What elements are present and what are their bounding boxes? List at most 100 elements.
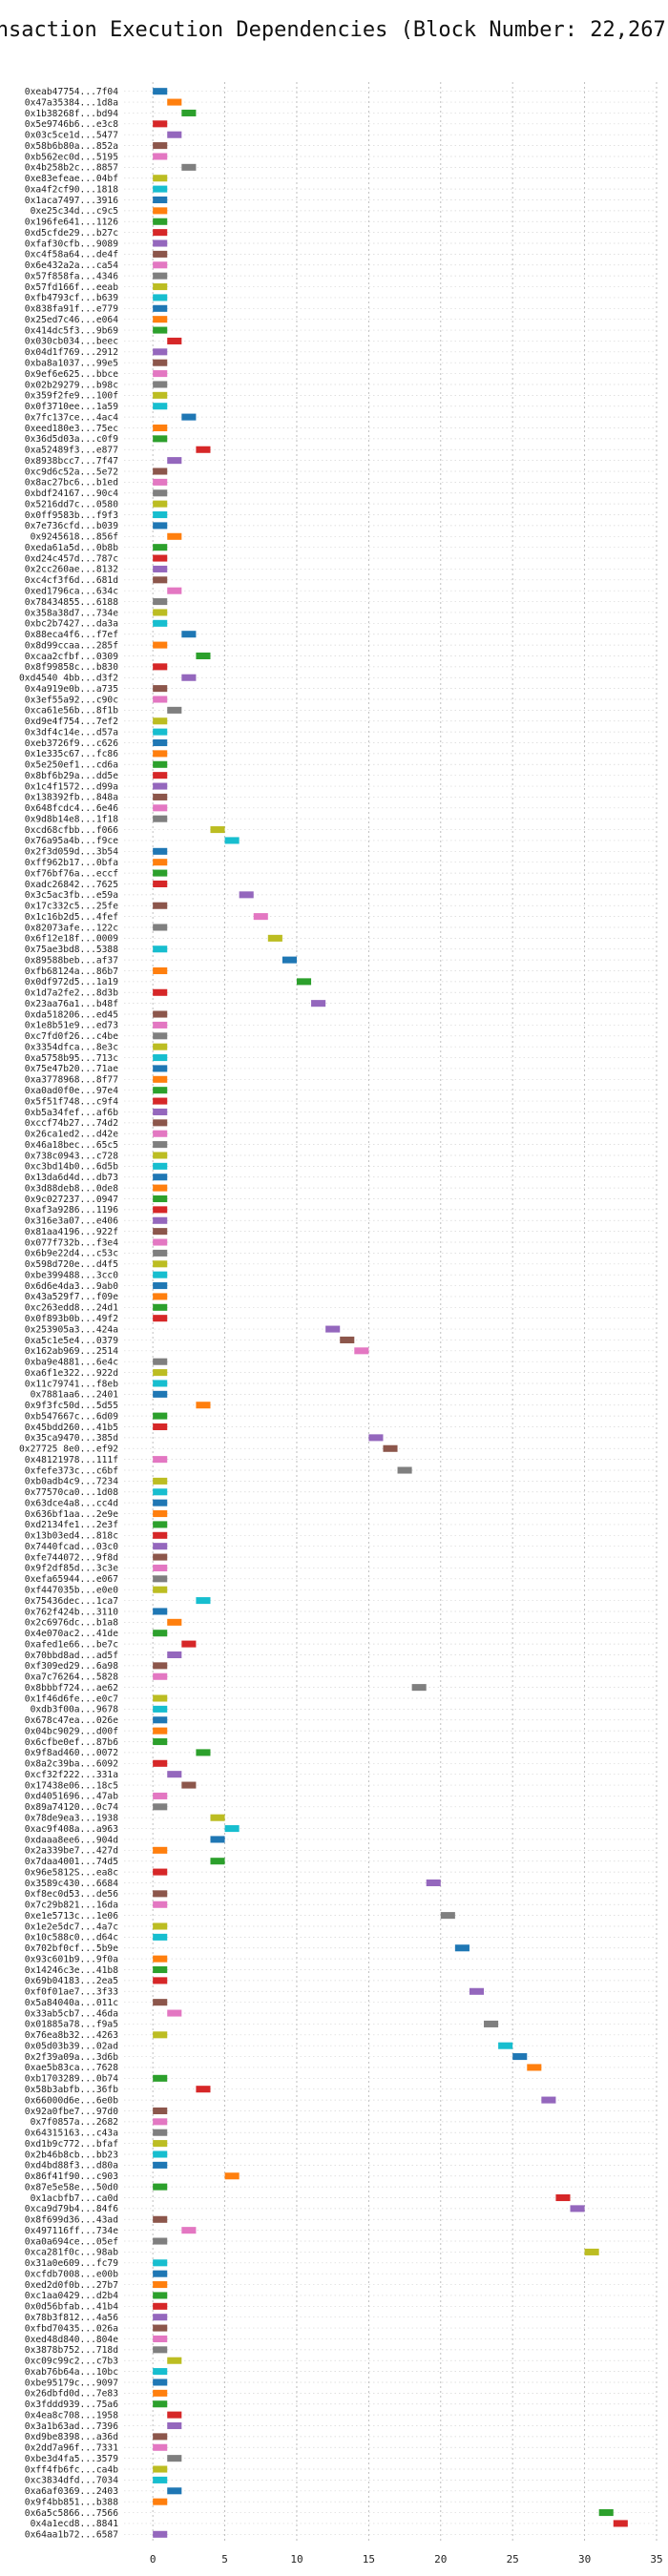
y-tick-label: 0x6d6e4da3...9ab0 [25, 1281, 118, 1292]
y-tick-label: 0xfe744072...9f8d [25, 1552, 118, 1563]
y-tick-label: 0x253905a3...424a [25, 1324, 118, 1335]
y-tick-label: 0xc9d6c52a...5e72 [25, 467, 118, 477]
transaction-bar [153, 1130, 168, 1137]
y-tick-label: 0x14246c3e...41b8 [25, 1965, 118, 1976]
transaction-bar [153, 1260, 168, 1268]
transaction-bar [484, 2020, 499, 2027]
transaction-bar [153, 1162, 168, 1170]
transaction-bar [153, 1727, 168, 1735]
y-tick-label: 0xa0ad0f0e...97e4 [25, 1086, 118, 1096]
y-tick-label: 0x5216dd7c...0580 [25, 499, 118, 509]
y-tick-label: 0xe1e5713c...1e06 [25, 1911, 118, 1922]
transaction-bar [397, 1466, 412, 1474]
transaction-bar [153, 283, 168, 291]
transaction-bar [153, 2498, 168, 2505]
transaction-bar [153, 1054, 168, 1062]
transaction-bar [440, 1912, 455, 1920]
y-tick-label: 0x7daa4001...74d5 [25, 1857, 118, 1867]
y-tick-label: 0xb0adb4c9...7234 [25, 1477, 118, 1487]
y-tick-label: 0x47a35384...1d8a [25, 97, 118, 108]
transaction-bar [153, 1662, 168, 1670]
transaction-bar [153, 1575, 168, 1583]
y-tick-label: 0x9f3fc50d...5d55 [25, 1401, 118, 1411]
transaction-bar [368, 1434, 384, 1442]
transaction-bar [153, 2150, 168, 2158]
transaction-bar [153, 207, 168, 215]
y-tick-label: 0x26ca1ed2...d42e [25, 1130, 118, 1140]
y-tick-label: 0x414dc5f3...9b69 [25, 325, 118, 336]
x-tick-label: 0 [150, 2553, 157, 2566]
transaction-bar [153, 1456, 168, 1464]
y-tick-label: 0xd4bd88f3...d80a [25, 2161, 118, 2171]
y-tick-label: 0x70bbd8ad...ad5f [25, 1651, 118, 1661]
transaction-bar [153, 120, 168, 128]
transaction-bar [153, 304, 168, 312]
transaction-bar [210, 826, 225, 834]
y-tick-label: 0x4ea8c708...1958 [25, 2410, 118, 2420]
x-tick-label: 30 [578, 2553, 591, 2566]
transaction-bar [512, 2053, 528, 2061]
y-tick-label: 0x8bf6b29a...dd5e [25, 771, 118, 781]
transaction-bar [196, 1402, 211, 1409]
transaction-bar [153, 391, 168, 399]
transaction-bar [153, 153, 168, 160]
y-tick-label: 0x8ac27bc6...b1ed [25, 478, 118, 488]
y-tick-label: 0xab76b64a...10bc [25, 2367, 118, 2378]
transaction-bar [153, 609, 168, 616]
y-tick-label: 0xcd68cfbb...f066 [25, 825, 118, 836]
transaction-bar [196, 446, 211, 453]
transaction-bar [153, 403, 168, 410]
transaction-bar [224, 1825, 240, 1833]
y-tick-label: 0xa6f1e322...922d [25, 1368, 118, 1379]
y-tick-label: 0xf76bf76a...eccf [25, 868, 118, 879]
y-tick-label: 0x9d8b14e8...1f18 [25, 814, 118, 824]
y-tick-label: 0xfaf30cfb...9089 [25, 239, 118, 249]
transaction-bar [153, 685, 168, 693]
transaction-bar [153, 1315, 168, 1322]
transaction-bar [153, 2140, 168, 2148]
transaction-bar [153, 196, 168, 204]
transaction-bar [153, 1933, 168, 1941]
y-tick-label: 0x077f732b...f3e4 [25, 1237, 118, 1248]
y-tick-label: 0xd9be8398...a36d [25, 2432, 118, 2442]
y-tick-label: 0x25ed7c46...e064 [25, 315, 118, 325]
y-tick-label: 0x2f3d059d...3b54 [25, 847, 118, 858]
transaction-bar [153, 728, 168, 736]
transaction-bar [454, 1944, 470, 1952]
y-tick-label: 0x92a0fbe7...97d0 [25, 2107, 118, 2117]
y-tick-label: 0x3fddd939...75a6 [25, 2399, 118, 2410]
y-tick-label: 0x82073afe...122c [25, 923, 118, 933]
transaction-bar [153, 641, 168, 649]
y-tick-label: 0x7881aa6...2401 [31, 1390, 119, 1401]
y-tick-label: 0xc1aa0429...d2b4 [25, 2291, 118, 2301]
transaction-bar [153, 294, 168, 301]
y-tick-label: 0x78434855...6188 [25, 597, 118, 608]
y-tick-label: 0x1c4f1572...d99a [25, 781, 118, 792]
y-tick-label: 0x45bdd260...41b5 [25, 1423, 118, 1433]
transaction-bar [153, 2335, 168, 2342]
y-tick-label: 0x9245618...856f [31, 532, 118, 543]
transaction-bar [153, 2118, 168, 2126]
y-tick-label: 0x162ab969...2514 [25, 1346, 118, 1357]
transaction-bar [153, 1358, 168, 1365]
y-tick-label: 0x196fe641...1126 [25, 218, 118, 228]
transaction-bar [167, 1651, 182, 1659]
transaction-bar [224, 2172, 240, 2180]
y-tick-label: 0x3878b752...718d [25, 2345, 118, 2356]
y-tick-label: 0x10c588c0...d64c [25, 1933, 118, 1943]
y-tick-label: 0xadc26842...7625 [25, 880, 118, 890]
y-tick-label: 0x3a1b63ad...7396 [25, 2421, 118, 2432]
transaction-bar [153, 2368, 168, 2376]
y-tick-label: 0x01885a78...f9a5 [25, 2020, 118, 2030]
transaction-bar [181, 163, 197, 171]
transaction-bar [153, 326, 168, 334]
y-tick-label: 0x9ef6e625...bbce [25, 369, 118, 380]
y-tick-label: 0x648fcdc4...6e46 [25, 803, 118, 814]
y-tick-label: 0xac9f408a...a963 [25, 1824, 118, 1835]
y-tick-label: 0xc263edd8...24d1 [25, 1303, 118, 1314]
y-tick-label: 0x75ae3bd8...5388 [25, 945, 118, 955]
y-tick-label: 0x4b258b2c...8857 [25, 163, 118, 174]
transaction-bar [153, 1228, 168, 1236]
transaction-bar [153, 902, 168, 909]
y-tick-label: 0x66000d6e...6e0b [25, 2095, 118, 2106]
